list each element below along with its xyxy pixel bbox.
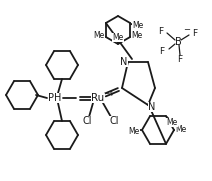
Text: F: F — [177, 54, 183, 64]
Text: B: B — [175, 37, 181, 47]
Text: −: − — [184, 26, 191, 35]
Text: Me: Me — [93, 31, 105, 39]
Text: F: F — [159, 47, 165, 56]
Text: Me: Me — [132, 22, 144, 31]
Text: F: F — [192, 30, 198, 39]
Text: N: N — [148, 102, 156, 112]
Text: Ru: Ru — [91, 93, 105, 103]
Text: Me: Me — [166, 118, 178, 127]
Text: N: N — [120, 57, 128, 67]
Text: Cl: Cl — [109, 116, 119, 126]
Text: Cl: Cl — [82, 116, 92, 126]
Text: Me: Me — [175, 125, 187, 134]
Text: F: F — [158, 28, 164, 37]
Text: Me: Me — [112, 33, 124, 41]
Text: Me: Me — [128, 127, 140, 136]
Text: PH: PH — [48, 93, 62, 103]
Text: −4: −4 — [103, 91, 113, 97]
Text: Me: Me — [131, 31, 143, 39]
Text: Me: Me — [112, 33, 124, 41]
